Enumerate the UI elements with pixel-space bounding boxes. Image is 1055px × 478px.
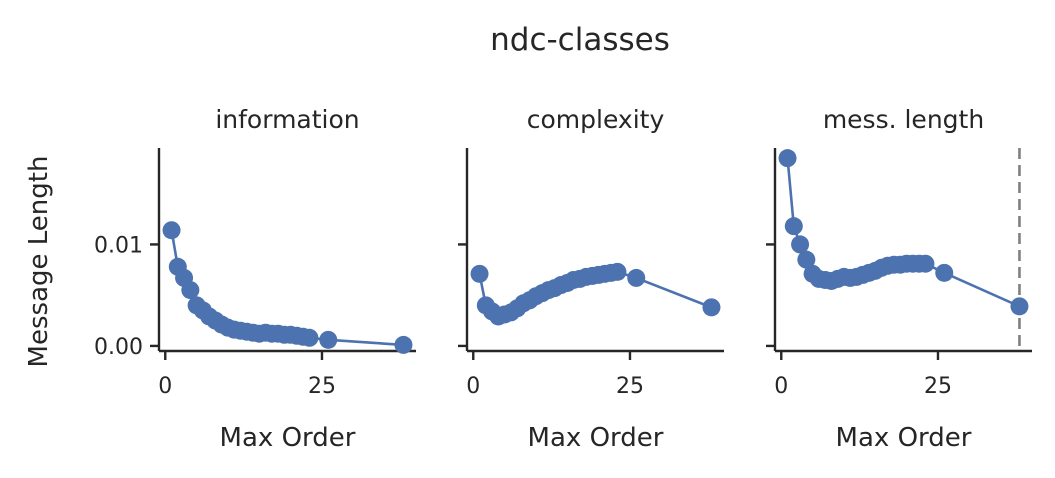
x-axis-label: Max Order: [836, 423, 972, 453]
figure-suptitle: ndc-classes: [490, 22, 670, 58]
x-tick-label: 0: [774, 374, 788, 399]
data-point: [797, 250, 816, 269]
data-point: [627, 268, 646, 287]
subplot-3: mess. length 0 25 Max Order: [766, 105, 1032, 453]
x-tick-label: 25: [616, 374, 644, 399]
subplot-1: information 0 25 0.00 0.01 Max Order Message L…: [24, 105, 416, 453]
subplot-2: complexity 0 25 Max Order: [458, 105, 724, 453]
x-axis-label: Max Order: [528, 423, 664, 453]
data-point: [935, 263, 954, 282]
data-point: [470, 264, 489, 283]
y-tick-label: 0.01: [94, 233, 143, 258]
data-point: [1010, 297, 1029, 316]
data-point: [784, 217, 803, 236]
data-point: [916, 254, 935, 273]
x-tick-label: 25: [308, 374, 336, 399]
data-point: [300, 328, 319, 347]
subplot-title: complexity: [527, 105, 665, 134]
y-tick-label: 0.00: [94, 335, 143, 360]
x-axis-label: Max Order: [220, 423, 356, 453]
data-point: [702, 298, 721, 317]
x-tick-label: 0: [158, 374, 172, 399]
x-tick-label: 25: [924, 374, 952, 399]
y-axis-label: Message Length: [24, 156, 54, 368]
x-tick-label: 0: [466, 374, 480, 399]
data-point: [181, 281, 200, 300]
data-point: [394, 335, 413, 354]
subplot-title: information: [215, 105, 359, 134]
subplot-title: mess. length: [823, 105, 984, 134]
data-point: [162, 221, 181, 240]
data-point: [778, 149, 797, 168]
data-point: [319, 330, 338, 349]
data-point: [791, 235, 810, 254]
data-point: [608, 262, 627, 281]
